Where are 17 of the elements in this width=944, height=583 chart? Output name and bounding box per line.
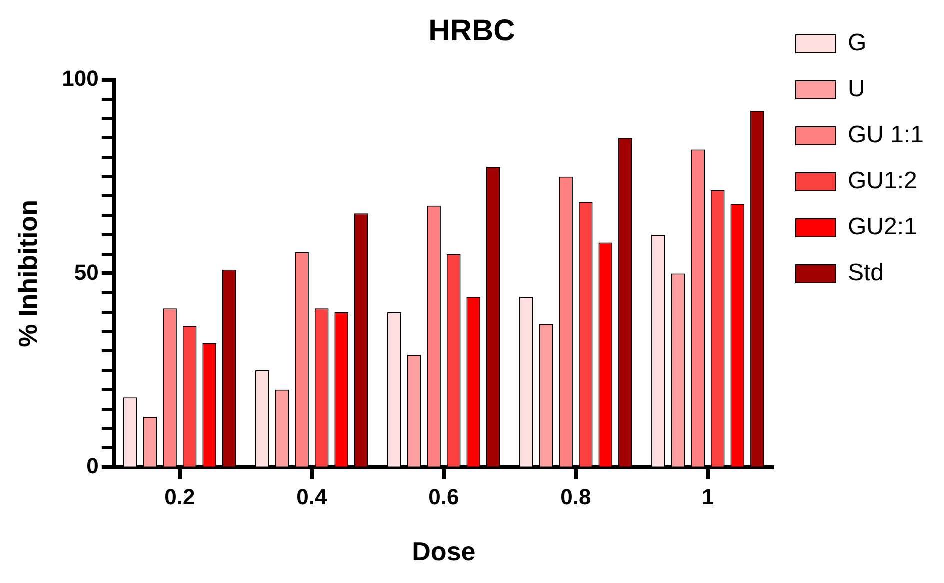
x-tick-label: 0.6 xyxy=(428,484,460,510)
x-tick-label: 0.4 xyxy=(296,484,328,510)
x-tick-label: 1 xyxy=(702,484,714,510)
x-tick-label: 0.2 xyxy=(164,484,196,510)
y-axis-title: % Inhibition xyxy=(12,200,43,348)
x-axis-title: Dose xyxy=(412,536,476,567)
legend-label: GU2:1 xyxy=(848,214,918,241)
legend-label: GU 1:1 xyxy=(848,122,924,149)
legend-label: GU1:2 xyxy=(848,168,918,195)
x-tick-label: 0.8 xyxy=(560,484,592,510)
legend-label: Std xyxy=(848,260,884,287)
legend-label: U xyxy=(848,76,866,103)
y-tick-label: 0 xyxy=(86,453,99,478)
legend-label: G xyxy=(848,30,867,57)
chart-title: HRBC xyxy=(428,14,516,48)
y-tick-label: 100 xyxy=(62,66,99,92)
y-tick-label: 50 xyxy=(74,260,99,285)
